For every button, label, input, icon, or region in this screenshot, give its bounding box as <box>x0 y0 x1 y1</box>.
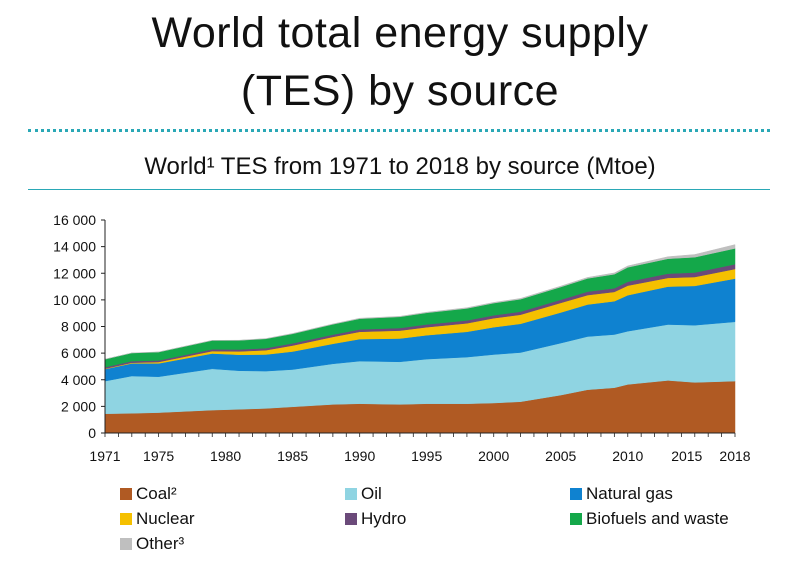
x-tick-label-2: 1980 <box>210 448 241 464</box>
y-tick-label-4: 8 000 <box>61 319 96 335</box>
legend-swatch-4 <box>345 513 357 525</box>
dotted-divider <box>28 129 770 132</box>
legend-label-0: Coal² <box>136 484 177 503</box>
x-tick-label-0: 1971 <box>89 448 120 464</box>
y-tick-label-2: 4 000 <box>61 372 96 388</box>
y-tick-label-1: 2 000 <box>61 398 96 414</box>
legend-item-6: Other³ <box>120 534 184 554</box>
legend-swatch-0 <box>120 488 132 500</box>
legend-item-1: Oil <box>345 484 382 504</box>
legend-label-6: Other³ <box>136 534 185 553</box>
x-tick-label-8: 2010 <box>612 448 643 464</box>
legend-swatch-3 <box>120 513 132 525</box>
y-tick-label-0: 0 <box>88 425 96 441</box>
legend-item-3: Nuclear <box>120 509 195 529</box>
y-tick-label-7: 14 000 <box>53 239 96 255</box>
main-title-line-1: World total energy supply <box>151 9 649 57</box>
legend-label-2: Natural gas <box>586 484 673 503</box>
y-tick-label-6: 12 000 <box>53 265 96 281</box>
x-tick-label-4: 1990 <box>344 448 375 464</box>
x-tick-label-1: 1975 <box>143 448 174 464</box>
title-underline <box>28 189 770 190</box>
legend-label-3: Nuclear <box>136 509 195 528</box>
x-tick-label-5: 1995 <box>411 448 442 464</box>
legend-item-5: Biofuels and waste <box>570 509 729 529</box>
legend-label-4: Hydro <box>361 509 407 528</box>
legend-swatch-2 <box>570 488 582 500</box>
legend-item-4: Hydro <box>345 509 406 529</box>
legend-swatch-1 <box>345 488 357 500</box>
y-tick-label-3: 6 000 <box>61 345 96 361</box>
legend-label-1: Oil <box>361 484 382 503</box>
chart-title: World¹ TES from 1971 to 2018 by source (… <box>144 153 656 180</box>
legend-swatch-5 <box>570 513 582 525</box>
legend-item-0: Coal² <box>120 484 177 504</box>
x-tick-label-10: 2018 <box>719 448 750 464</box>
legend-swatch-6 <box>120 538 132 550</box>
legend-label-5: Biofuels and waste <box>586 509 729 528</box>
x-tick-label-6: 2000 <box>478 448 509 464</box>
area-series-6 <box>104 244 736 360</box>
legend-item-2: Natural gas <box>570 484 673 504</box>
y-tick-label-5: 10 000 <box>53 292 96 308</box>
x-tick-label-9: 2015 <box>671 448 702 464</box>
x-tick-label-7: 2005 <box>545 448 576 464</box>
x-tick-label-3: 1985 <box>277 448 308 464</box>
y-tick-label-8: 16 000 <box>53 212 96 228</box>
main-title-line-2: (TES) by source <box>240 67 560 115</box>
